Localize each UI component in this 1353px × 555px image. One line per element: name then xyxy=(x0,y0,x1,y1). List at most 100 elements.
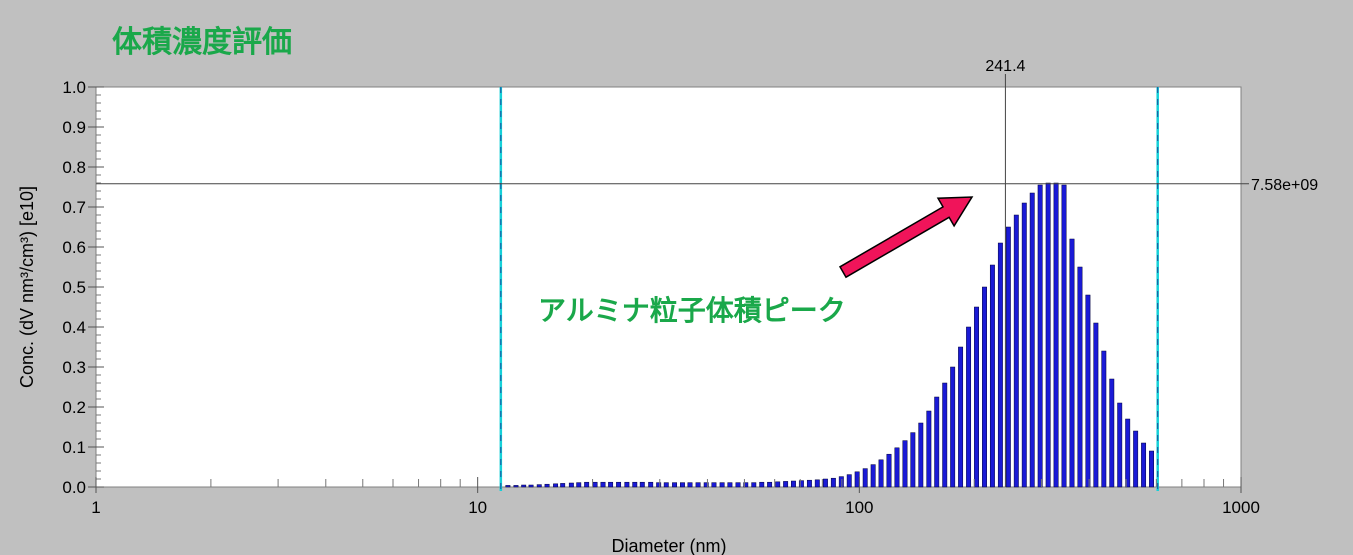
bar xyxy=(1013,214,1019,488)
x-tick-label: 1000 xyxy=(1222,498,1260,517)
bar xyxy=(695,482,701,488)
y-tick-label: 0.4 xyxy=(62,318,86,337)
bar xyxy=(687,482,693,488)
y-tick-label: 0.9 xyxy=(62,118,86,137)
bar xyxy=(1085,294,1091,488)
bar xyxy=(862,468,868,488)
y-tick-label: 0.3 xyxy=(62,358,86,377)
y-tick-label: 0.7 xyxy=(62,198,86,217)
bar xyxy=(910,432,916,488)
bar xyxy=(1125,418,1131,488)
bar xyxy=(902,440,908,488)
bar xyxy=(846,474,852,488)
bar xyxy=(791,480,796,488)
bar xyxy=(926,410,932,488)
y-tick-label: 0.1 xyxy=(62,438,86,457)
bar xyxy=(1029,192,1035,488)
bar xyxy=(806,479,812,488)
bar xyxy=(513,485,519,488)
bar xyxy=(966,326,972,488)
bar xyxy=(711,482,717,488)
bar xyxy=(1077,266,1083,488)
bar xyxy=(536,484,542,488)
bar xyxy=(958,346,964,488)
range-markers xyxy=(499,87,1159,491)
bar xyxy=(775,481,781,488)
bar xyxy=(632,481,638,488)
arrow-shape xyxy=(838,196,974,279)
bar xyxy=(624,481,630,488)
bar xyxy=(934,396,940,488)
y-tick-label: 0.2 xyxy=(62,398,86,417)
bar xyxy=(751,482,757,488)
cursor-y-readout: 7.58e+09 xyxy=(1251,177,1318,194)
bar xyxy=(894,447,900,488)
bar xyxy=(560,483,566,488)
bar xyxy=(814,479,820,488)
y-tick-label: 0.0 xyxy=(62,478,86,497)
bar xyxy=(743,482,749,488)
bar xyxy=(1061,184,1067,488)
x-tick-label: 100 xyxy=(845,498,873,517)
bar xyxy=(830,477,836,488)
bar xyxy=(854,471,860,488)
bar xyxy=(822,478,828,488)
y-axis: 0.0 0.1 0.2 0.3 0.4 0.5 0.6 0.7 0.8 0.9 1.0 xyxy=(62,78,104,497)
bar xyxy=(544,483,550,488)
bar xyxy=(616,481,622,488)
peak-annotation: アルミナ粒子体積ピーク xyxy=(538,294,846,327)
bar xyxy=(1117,402,1123,488)
bar xyxy=(576,482,582,488)
peak-arrow xyxy=(838,196,974,279)
bar xyxy=(663,482,669,488)
bar xyxy=(759,481,765,488)
bar xyxy=(838,476,844,488)
bar xyxy=(1021,202,1027,488)
y-tick-label: 0.8 xyxy=(62,158,86,177)
bar xyxy=(982,286,987,488)
bar xyxy=(1101,350,1107,488)
bar xyxy=(1149,450,1154,488)
bar xyxy=(878,459,884,488)
y-axis-label: Conc. (dV nm³/cm³) [e10] xyxy=(17,186,37,388)
cursor-x-readout: 241.4 xyxy=(985,58,1025,75)
bar xyxy=(528,484,534,488)
bar xyxy=(950,366,956,488)
bar xyxy=(584,481,590,488)
bar xyxy=(1005,226,1011,488)
bar-series xyxy=(505,182,1154,488)
bar xyxy=(505,485,511,488)
bar xyxy=(798,480,804,488)
bar xyxy=(918,422,924,488)
bar xyxy=(974,306,979,488)
bar xyxy=(1133,430,1139,488)
bar xyxy=(600,481,606,488)
bar xyxy=(1045,182,1051,488)
bar xyxy=(870,464,876,488)
bar xyxy=(1109,378,1115,488)
x-tick-label: 10 xyxy=(468,498,487,517)
bar xyxy=(592,481,598,488)
bar xyxy=(672,482,678,488)
bar xyxy=(703,482,709,488)
chart-title: 体積濃度評価 xyxy=(112,25,292,60)
bar xyxy=(1093,322,1099,488)
bar xyxy=(648,481,654,488)
bar xyxy=(1037,184,1043,488)
bar xyxy=(608,481,614,488)
y-tick-label: 0.5 xyxy=(62,278,86,297)
cursor-crosshair: 241.4 7.58e+09 xyxy=(96,58,1318,487)
bar xyxy=(656,482,662,488)
bar xyxy=(989,264,995,488)
bar xyxy=(719,482,725,488)
x-tick-label: 1 xyxy=(91,498,100,517)
bar xyxy=(997,242,1003,488)
bar xyxy=(1069,238,1075,488)
bar xyxy=(680,482,685,488)
bar xyxy=(1141,442,1147,488)
bar xyxy=(886,453,892,488)
y-tick-label: 0.6 xyxy=(62,238,86,257)
bar xyxy=(783,481,789,488)
bar xyxy=(735,482,741,488)
bar xyxy=(942,382,948,488)
